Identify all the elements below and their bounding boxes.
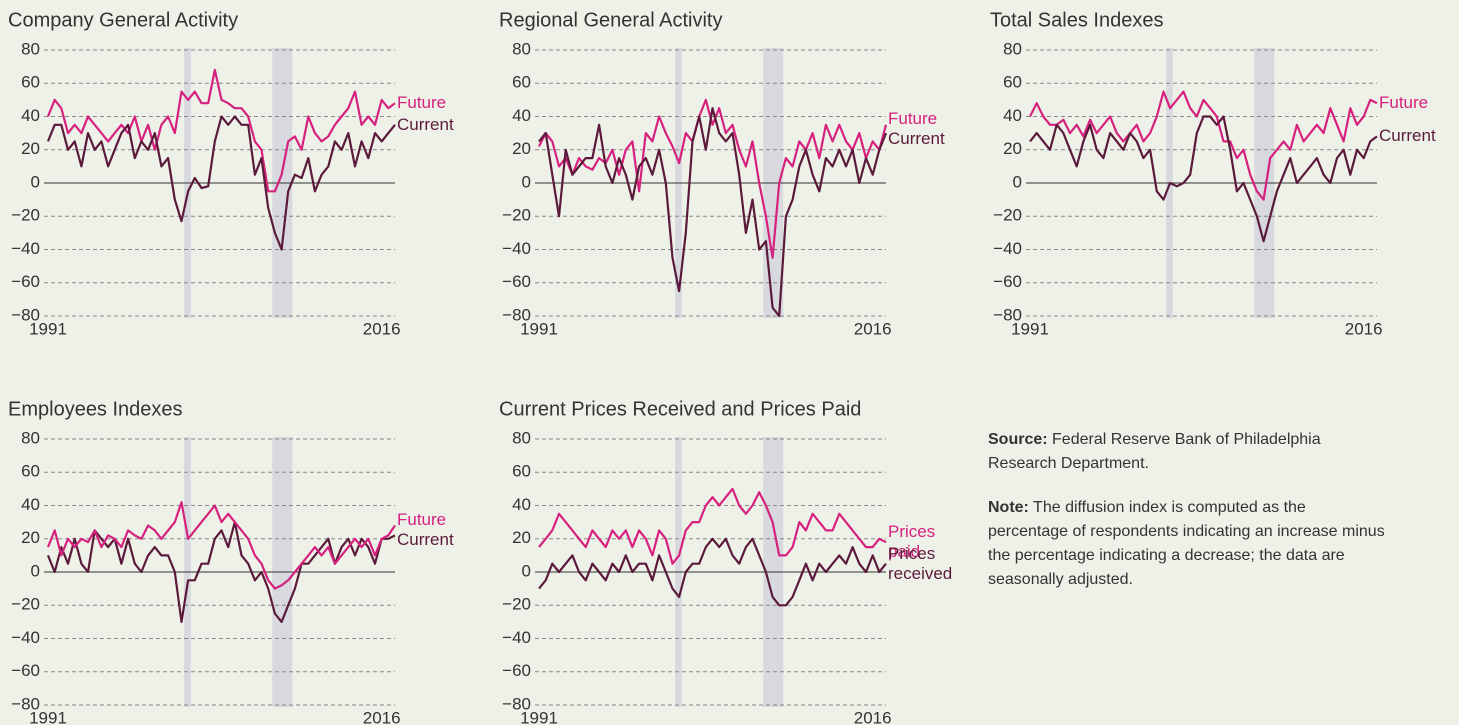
y-tick-label: −80 [993, 305, 1022, 324]
y-tick-label: 20 [21, 139, 40, 158]
series-line [538, 487, 887, 565]
chart-title: Regional General Activity [499, 9, 722, 31]
y-tick-label: 0 [1013, 172, 1022, 191]
y-tick-label: 60 [21, 462, 40, 481]
y-tick-label: −20 [11, 595, 40, 614]
series-label: Prices received [888, 543, 953, 583]
y-tick-label: −60 [11, 272, 40, 291]
series-line [46, 521, 396, 623]
x-tick-label: 1991 [520, 319, 558, 338]
y-tick-label: 0 [522, 172, 531, 191]
series-line [538, 107, 888, 318]
x-tick-label: 1991 [520, 708, 558, 725]
y-tick-label: 0 [522, 561, 531, 580]
y-tick-label: −80 [11, 305, 40, 324]
y-tick-label: −40 [502, 628, 531, 647]
x-tick-label: 2016 [854, 708, 892, 725]
source-text: Federal Reserve Bank of Philadelphia Res… [988, 431, 1321, 472]
chart-title: Company General Activity [8, 9, 238, 31]
y-tick-label: −80 [11, 694, 40, 713]
series-label: Current [397, 530, 454, 550]
series-label: Future [397, 93, 447, 113]
series-line [1029, 115, 1378, 243]
note: Note: The diffusion index is computed as… [988, 496, 1388, 592]
x-tick-label: 2016 [1345, 319, 1383, 338]
x-tick-label: 1991 [29, 708, 67, 725]
series-line [538, 537, 887, 607]
y-tick-label: −40 [502, 239, 531, 258]
chart-title: Employees Indexes [8, 398, 183, 420]
y-tick-label: 40 [21, 495, 40, 514]
series-label: Current [1379, 126, 1436, 146]
y-tick-label: 60 [512, 462, 531, 481]
y-tick-label: 20 [1003, 139, 1022, 158]
y-tick-label: −40 [11, 239, 40, 258]
y-tick-label: −20 [11, 206, 40, 225]
series-line [538, 98, 888, 259]
series-label: Current [888, 128, 945, 148]
y-tick-label: 20 [512, 528, 531, 547]
y-tick-label: −60 [502, 272, 531, 291]
y-tick-label: −40 [11, 628, 40, 647]
y-tick-label: 80 [512, 428, 531, 447]
y-tick-label: 20 [21, 528, 40, 547]
note-text: The diffusion index is computed as the p… [988, 499, 1385, 588]
y-tick-label: −20 [993, 206, 1022, 225]
y-tick-label: 80 [21, 39, 40, 58]
series-label: Future [1379, 93, 1429, 113]
y-tick-label: −20 [502, 595, 531, 614]
y-tick-label: −20 [502, 206, 531, 225]
series-label: Prices paid [888, 522, 936, 562]
y-tick-label: −60 [993, 272, 1022, 291]
series-label: Current [397, 114, 454, 134]
series-label: Future [397, 510, 447, 530]
y-tick-label: −40 [993, 239, 1022, 258]
source: Source: Federal Reserve Bank of Philadel… [988, 428, 1388, 476]
y-tick-label: −80 [502, 305, 531, 324]
y-tick-label: 80 [1003, 39, 1022, 58]
chart-title: Current Prices Received and Prices Paid [499, 398, 861, 420]
series-line [46, 501, 396, 590]
chart-title: Total Sales Indexes [990, 9, 1163, 31]
x-tick-label: 1991 [29, 319, 67, 338]
notes: Source: Federal Reserve Bank of Philadel… [988, 428, 1388, 612]
y-tick-label: 80 [512, 39, 531, 58]
source-label: Source: [988, 431, 1048, 448]
y-tick-label: −80 [502, 694, 531, 713]
series-label: Future [888, 108, 938, 128]
y-tick-label: 40 [1003, 106, 1022, 125]
y-tick-label: 60 [21, 73, 40, 92]
note-label: Note: [988, 499, 1029, 516]
y-tick-label: 80 [21, 428, 40, 447]
y-tick-label: 0 [31, 561, 40, 580]
y-tick-label: 40 [512, 495, 531, 514]
y-tick-label: 0 [31, 172, 40, 191]
y-tick-label: −60 [11, 661, 40, 680]
series-line [46, 68, 396, 193]
y-tick-label: 20 [512, 139, 531, 158]
x-tick-label: 1991 [1011, 319, 1049, 338]
y-tick-label: 60 [1003, 73, 1022, 92]
y-tick-label: −60 [502, 661, 531, 680]
x-tick-label: 2016 [363, 319, 401, 338]
y-tick-label: 60 [512, 73, 531, 92]
x-tick-label: 2016 [363, 708, 401, 725]
series-line [46, 115, 396, 251]
series-line [1029, 90, 1378, 201]
y-tick-label: 40 [512, 106, 531, 125]
x-tick-label: 2016 [854, 319, 892, 338]
y-tick-label: 40 [21, 106, 40, 125]
